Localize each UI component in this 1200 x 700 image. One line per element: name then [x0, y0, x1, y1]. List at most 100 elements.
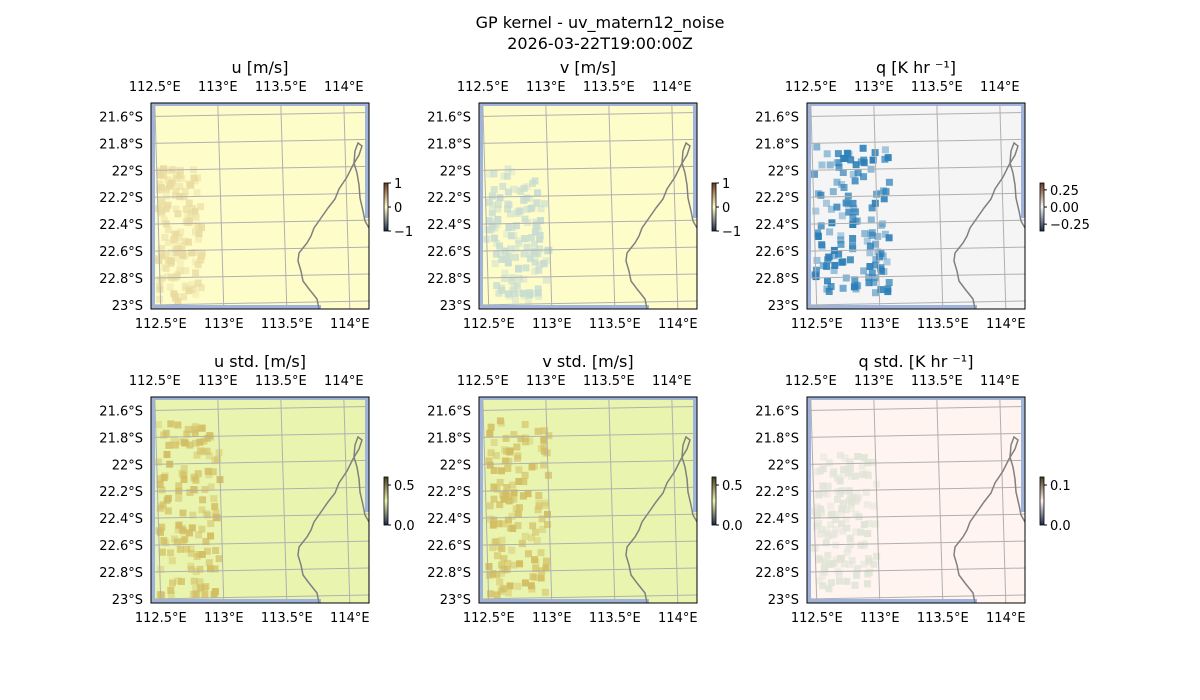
lon-tick-top: 114°E [980, 80, 1020, 95]
colorbar-tick-label: 0.5 [394, 479, 415, 494]
field-cell [504, 559, 512, 567]
field-cell [531, 267, 539, 275]
field-cell [870, 278, 878, 286]
field-cell [486, 590, 494, 598]
field-cell [500, 495, 508, 503]
field-cell [504, 589, 512, 597]
field-cell [496, 194, 504, 202]
field-cell [498, 586, 505, 594]
parallel-line [479, 165, 697, 171]
field-cell [180, 476, 188, 483]
field-cell [504, 290, 512, 298]
field-cell [508, 286, 516, 294]
field-cell [191, 177, 199, 185]
meridian-line [545, 397, 553, 603]
field-cell [531, 177, 539, 185]
field-cell [178, 578, 185, 585]
field-cell [487, 423, 495, 431]
field-cell [188, 565, 195, 573]
parallel-line [807, 165, 1025, 171]
field-cell [160, 474, 168, 482]
field-cell [489, 201, 496, 209]
meridian-line [154, 397, 162, 603]
field-cell [520, 478, 528, 486]
lat-tick-label: 22.6°S [755, 539, 799, 554]
lon-tick-top: 114°E [652, 374, 692, 389]
field-cell [827, 579, 835, 587]
colorbar-tick-label: 0.0 [394, 519, 415, 534]
field-cell [832, 541, 840, 549]
field-cell [197, 203, 205, 211]
field-cell [868, 204, 876, 212]
field-cell [496, 478, 504, 486]
field-cell [846, 561, 854, 568]
field-cell [508, 168, 516, 176]
field-cell [860, 560, 868, 568]
field-cell [813, 143, 821, 151]
field-cell [542, 276, 550, 284]
lat-tick-label: 21.6°S [755, 404, 799, 419]
parallel-line [479, 594, 697, 600]
field-cell [857, 541, 865, 549]
field-cell [532, 574, 540, 581]
field-cell [541, 200, 548, 208]
field-cell [207, 433, 215, 441]
field-cell [186, 489, 194, 496]
field-cell [515, 239, 523, 247]
field-cell [868, 269, 876, 277]
field-cell [160, 165, 167, 173]
parallel-line [479, 567, 697, 573]
field-cell [490, 516, 498, 524]
lon-tick-bottom: 113.5°E [589, 611, 641, 626]
field-cell [844, 545, 852, 553]
lon-tick-bottom: 113.5°E [917, 317, 969, 332]
bottom-edge-band [807, 305, 977, 309]
parallel-line [807, 540, 1025, 546]
field-cell [185, 199, 193, 207]
lon-tick-bottom: 113°E [532, 611, 572, 626]
lon-tick-bottom: 113.5°E [261, 317, 313, 332]
parallel-line [151, 513, 369, 519]
lat-tick-label: 23°S [112, 299, 143, 314]
field-cell [843, 577, 851, 585]
field-cell [157, 183, 165, 191]
field-cell [510, 489, 518, 497]
field-cell [189, 590, 197, 598]
field-cell [503, 254, 511, 262]
field-cell [485, 170, 493, 178]
field-cell [851, 276, 859, 284]
lat-tick-label: 22.8°S [427, 272, 471, 287]
lon-tick-bottom: 114°E [986, 317, 1026, 332]
field-cell [866, 249, 874, 257]
field-cell [492, 452, 500, 460]
map-panel: u [m/s]112.5°E112.5°E113°E113°E113.5°E11… [99, 58, 413, 332]
lat-tick-label: 22°S [440, 458, 471, 473]
field-cell [511, 296, 519, 304]
parallel-line [807, 192, 1025, 198]
field-cell [164, 226, 172, 234]
lat-tick-label: 21.6°S [99, 110, 143, 125]
field-cell [486, 461, 494, 469]
field-cell [885, 178, 893, 186]
field-cell [519, 540, 527, 548]
field-cell [190, 577, 198, 585]
field-cell [820, 453, 828, 461]
parallel-line [807, 273, 1025, 279]
field-cell [879, 220, 887, 228]
coastline [625, 435, 697, 603]
field-cell [827, 502, 835, 510]
field-cell [837, 240, 845, 248]
field-cell [866, 263, 874, 270]
field-cell [504, 165, 512, 173]
field-cell [542, 499, 550, 507]
field-cell [519, 289, 527, 297]
field-cell [178, 470, 186, 478]
field-cell [172, 205, 180, 213]
lon-tick-bottom: 112.5°E [791, 317, 843, 332]
field-cell [530, 240, 538, 248]
field-cell [817, 505, 825, 513]
field-cell [853, 490, 861, 498]
lat-tick-label: 21.8°S [99, 137, 143, 152]
parallel-line [151, 459, 369, 465]
field-cell [196, 565, 204, 573]
